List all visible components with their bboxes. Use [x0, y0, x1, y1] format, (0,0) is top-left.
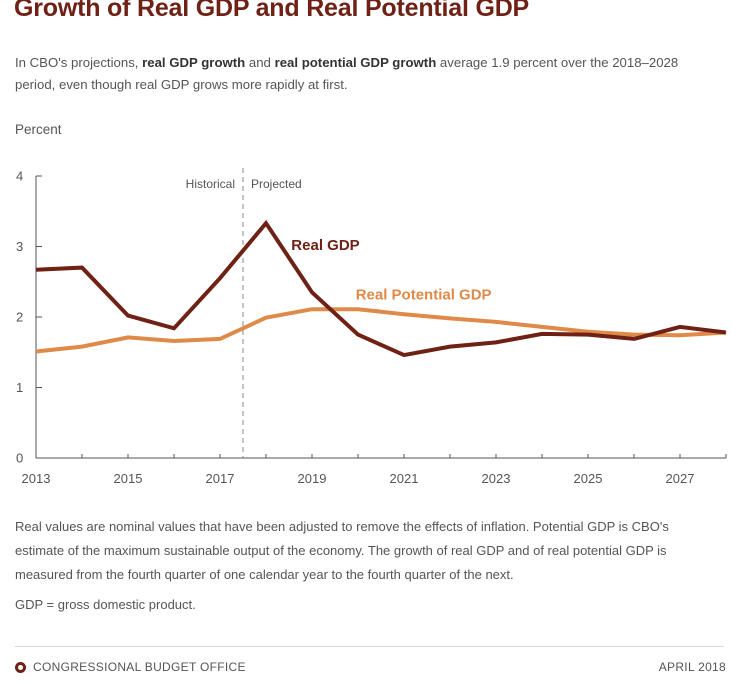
chart-subtitle: In CBO's projections, real GDP growth an… [15, 52, 695, 96]
footer-divider [15, 646, 724, 647]
y-tick-label: 2 [16, 310, 23, 325]
projected-label: Projected [251, 177, 302, 191]
x-tick-label: 2015 [114, 471, 143, 486]
abbreviation-note: GDP = gross domestic product. [15, 597, 196, 612]
y-axis-label: Percent [15, 122, 62, 137]
line-chart: 0 1 2 3 4 2013 2015 2017 2019 2021 2023 2025 2027 His… [16, 168, 727, 486]
y-tick-label: 4 [16, 169, 23, 184]
y-tick-label: 0 [16, 451, 23, 466]
x-tick-label: 2023 [482, 471, 511, 486]
real-gdp-line [35, 219, 727, 358]
x-tick-label: 2025 [574, 471, 603, 486]
subtitle-text-2: and [245, 55, 275, 70]
subtitle-bold-real-gdp: real GDP growth [142, 55, 246, 70]
subtitle-text-1: In CBO's projections, [15, 55, 143, 70]
x-tick-label: 2027 [666, 471, 695, 486]
publication-date: APRIL 2018 [658, 660, 726, 674]
y-tick-label: 3 [16, 239, 23, 254]
subtitle-text-3: average 1.9 percent over the 2018–2028 p… [15, 55, 679, 92]
agency-name: CONGRESSIONAL BUDGET OFFICE [33, 660, 246, 674]
subtitle-bold-potential-gdp: real potential GDP growth [274, 55, 437, 70]
x-tick-label: 2021 [390, 471, 419, 486]
chart-title: Growth of Real GDP and Real Potential GD… [14, 0, 530, 22]
x-tick-label: 2013 [22, 471, 51, 486]
real-gdp-series-label: Real GDP [291, 237, 359, 254]
historical-label: Historical [186, 177, 235, 191]
real-potential-gdp-line [35, 307, 727, 354]
y-tick-label: 1 [16, 380, 23, 395]
cbo-logo-icon [15, 661, 26, 673]
x-tick-label: 2017 [206, 471, 235, 486]
footer-agency: CONGRESSIONAL BUDGET OFFICE [15, 660, 246, 674]
real-potential-gdp-series-label: Real Potential GDP [356, 286, 492, 303]
x-tick-label: 2019 [298, 471, 327, 486]
chart-notes: Real values are nominal values that have… [15, 519, 669, 582]
